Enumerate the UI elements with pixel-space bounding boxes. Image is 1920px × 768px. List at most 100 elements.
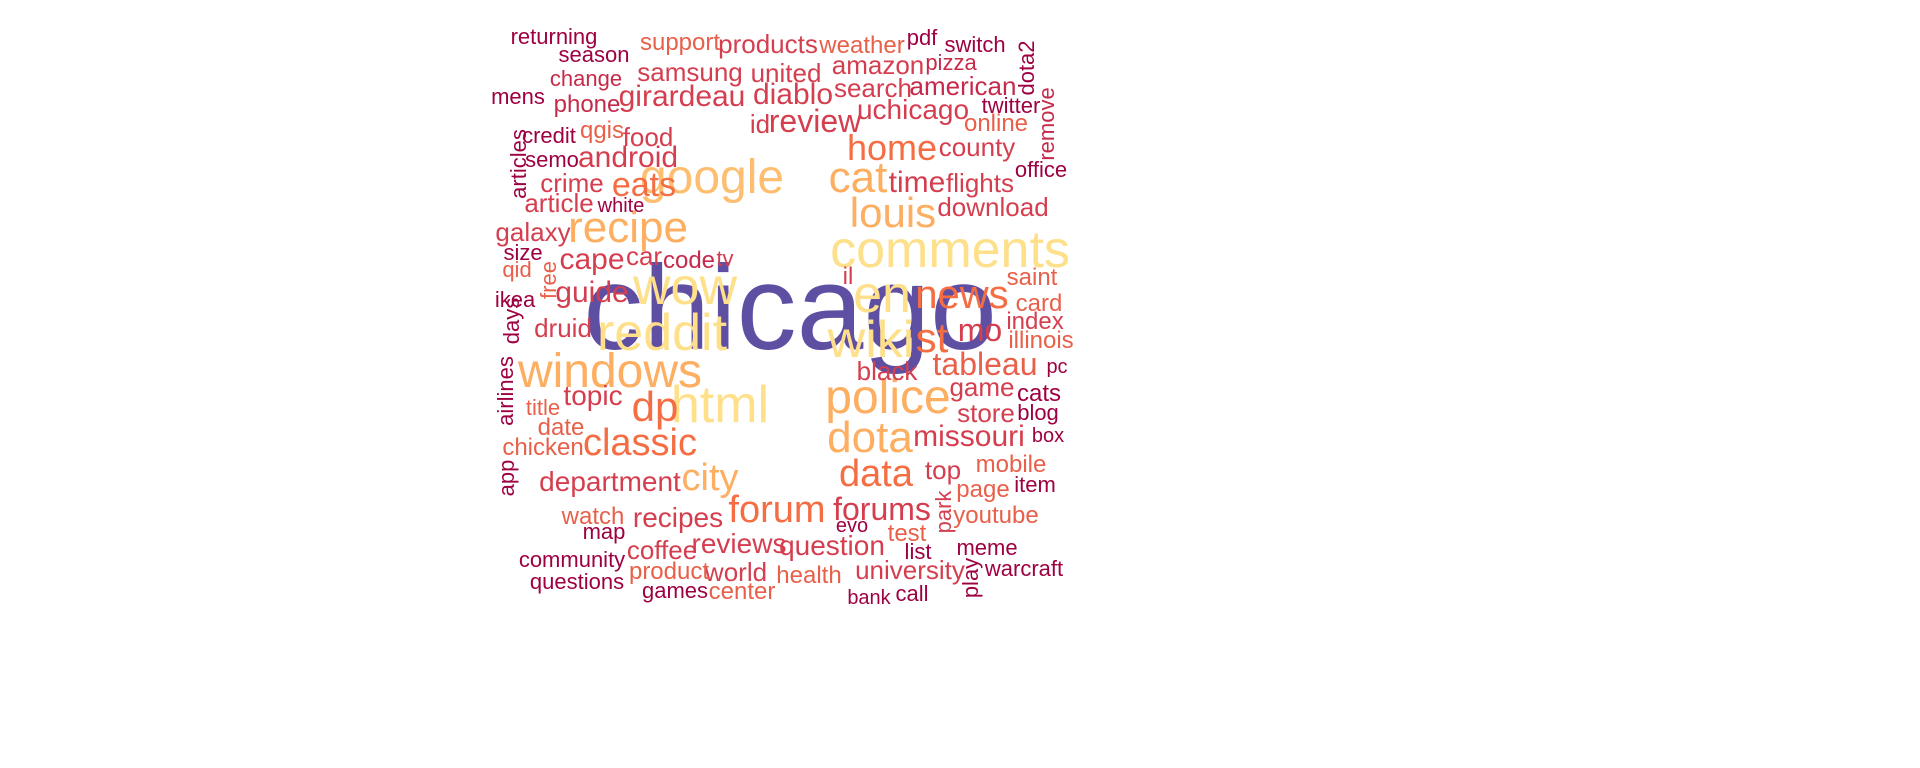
word-free: free [536, 261, 561, 299]
word-airlines: airlines [493, 356, 518, 426]
word-android: android [577, 141, 679, 174]
word-forum: forum [728, 489, 826, 531]
word-game: game [949, 372, 1015, 402]
word-card: card [1015, 290, 1063, 317]
word-question: question [779, 530, 885, 561]
word-food: food [622, 122, 674, 152]
word-change: change [549, 66, 623, 91]
word-pizza: pizza [925, 50, 977, 75]
word-weather: weather [819, 32, 905, 59]
word-windows: windows [517, 345, 703, 398]
word-store: store [957, 398, 1015, 428]
word-home: home [846, 127, 938, 168]
word-cat: cat [828, 153, 888, 202]
word-reviews: reviews [691, 528, 787, 559]
word-diablo: diablo [752, 78, 834, 111]
word-time: time [888, 166, 946, 199]
word-ikea: ikea [494, 287, 536, 312]
word-chicken: chicken [502, 434, 584, 461]
word-qgis: qgis [579, 117, 625, 144]
word-amazon: amazon [831, 50, 925, 80]
word-recipe: recipe [568, 203, 688, 252]
word-code: code [662, 247, 716, 274]
word-guide: guide [555, 276, 629, 309]
word-test: test [887, 520, 927, 547]
word-phone: phone [553, 91, 621, 118]
word-top: top [924, 455, 962, 485]
word-chicago: chicago [583, 241, 997, 375]
word-uchicago: uchicago [856, 94, 970, 125]
word-credit: credit [522, 123, 576, 148]
word-mobile: mobile [975, 451, 1047, 478]
word-reddit: reddit [596, 304, 728, 362]
word-eats: eats [611, 166, 677, 204]
word-search: search [833, 73, 913, 103]
word-evo: evo [835, 515, 869, 537]
word-forums: forums [833, 491, 931, 527]
word-app: app [494, 459, 519, 497]
word-american: american [909, 71, 1017, 101]
word-louis: louis [849, 189, 937, 236]
word-topic: topic [563, 380, 623, 411]
word-world: world [704, 557, 768, 587]
word-tv: tv [716, 246, 734, 271]
word-galaxy: galaxy [495, 217, 571, 247]
word-online: online [963, 110, 1029, 137]
word-police: police [825, 371, 951, 424]
word-games: games [641, 578, 709, 603]
word-articles: articles [506, 129, 531, 199]
word-mo: mo [957, 312, 1003, 348]
word-crime: crime [540, 168, 604, 198]
word-days: days [499, 297, 524, 345]
word-health: health [776, 562, 842, 589]
word-title: title [525, 395, 561, 420]
word-girardeau: girardeau [618, 80, 746, 113]
word-html: html [670, 376, 770, 434]
word-black: black [856, 356, 918, 386]
word-google: google [639, 151, 785, 204]
word-en: en [853, 266, 911, 324]
word-wow: wow [632, 258, 738, 316]
word-illinois: illinois [1008, 327, 1074, 354]
word-il: il [842, 263, 854, 290]
word-remove: remove [1034, 87, 1059, 161]
word-recipes: recipes [632, 502, 724, 533]
word-community: community [518, 547, 626, 572]
word-department: department [539, 466, 681, 497]
word-id: id [749, 109, 771, 139]
word-park: park [931, 490, 956, 534]
word-season: season [558, 42, 630, 67]
word-download: download [937, 192, 1049, 222]
word-watch: watch [561, 503, 625, 530]
word-list: list [904, 539, 932, 564]
word-dota2: dota2 [1014, 40, 1039, 96]
word-data: data [839, 453, 913, 495]
word-product: product [628, 558, 710, 585]
word-wiki: wiki [827, 311, 915, 369]
word-tableau: tableau [932, 346, 1038, 382]
word-box: box [1031, 425, 1065, 447]
word-mens: mens [491, 84, 545, 109]
word-cape: cape [559, 243, 625, 276]
word-twitter: twitter [981, 93, 1041, 118]
word-classic: classic [582, 422, 698, 464]
word-play: play [958, 557, 983, 599]
word-st: st [915, 314, 949, 361]
word-questions: questions [529, 569, 625, 594]
word-map: map [582, 519, 626, 544]
word-saint: saint [1006, 264, 1058, 291]
word-meme: meme [956, 535, 1018, 560]
word-item: item [1014, 472, 1056, 497]
word-products: products [718, 29, 818, 59]
word-coffee: coffee [626, 535, 698, 565]
word-warcraft: warcraft [984, 556, 1064, 581]
word-news: news [915, 273, 1009, 317]
word-druid: druid [534, 313, 592, 343]
word-office: office [1014, 157, 1068, 182]
word-bank: bank [847, 587, 891, 609]
word-support: support [639, 29, 721, 56]
word-date: date [537, 414, 585, 441]
word-city: city [681, 457, 739, 499]
word-dp: dp [631, 383, 679, 430]
